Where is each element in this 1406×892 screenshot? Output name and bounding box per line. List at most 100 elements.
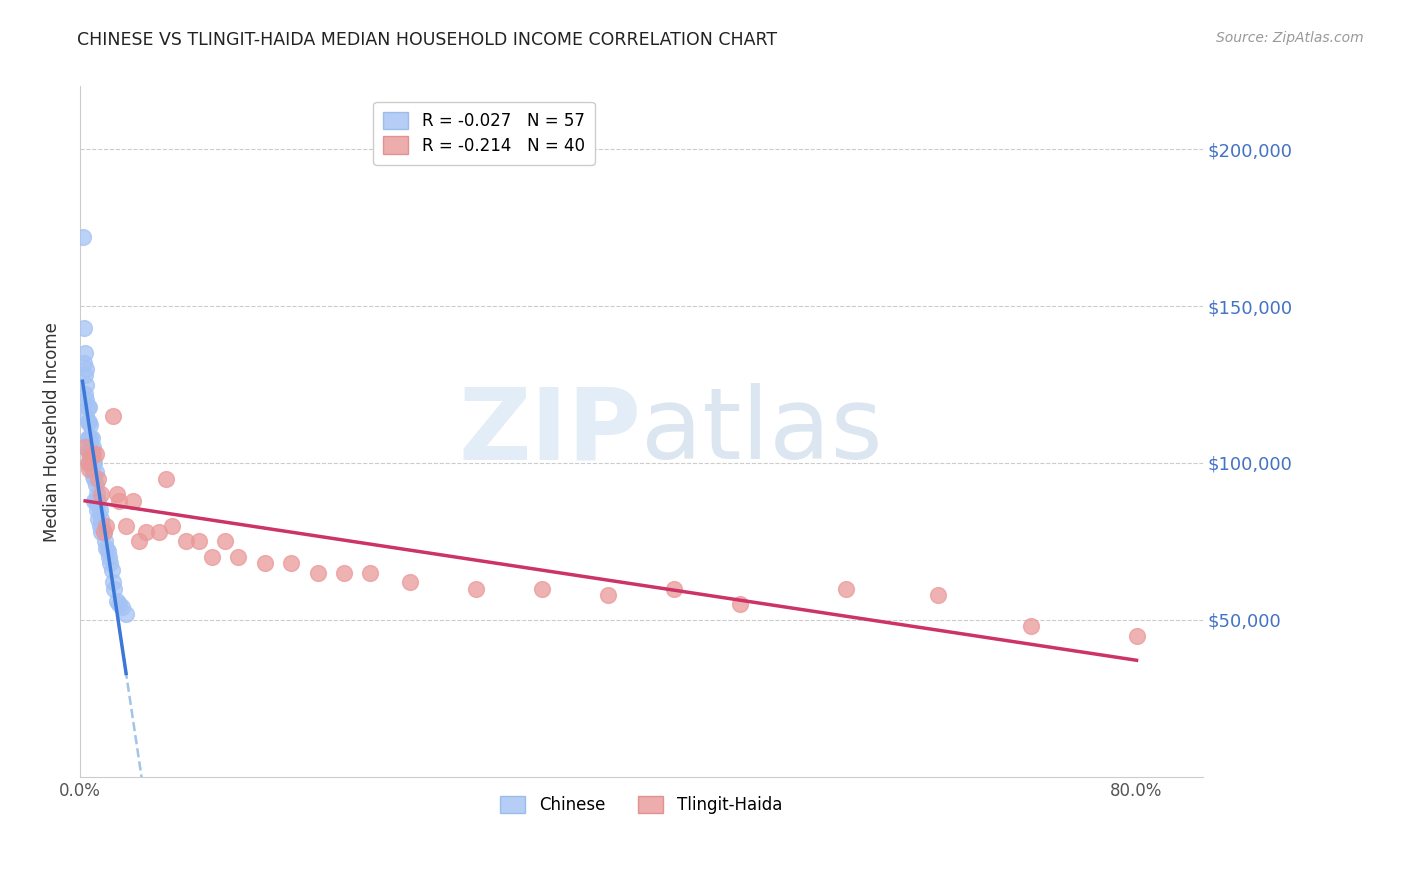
Point [307, 566, 329, 580]
Point [115, 518, 138, 533]
Point [77, 431, 100, 445]
Point [91, 518, 114, 533]
Point [86, 503, 108, 517]
Point [103, 582, 125, 596]
Point [77, 415, 100, 429]
Point [73, 355, 96, 369]
Point [214, 534, 236, 549]
Point [76, 409, 98, 423]
Point [84, 493, 107, 508]
Point [1125, 629, 1147, 643]
Point [84, 466, 107, 480]
Point [77, 447, 100, 461]
Text: ZIP: ZIP [458, 383, 641, 480]
Point [79, 443, 101, 458]
Y-axis label: Median Household Income: Median Household Income [44, 322, 60, 541]
Point [76, 361, 98, 376]
Point [108, 493, 131, 508]
Point [96, 541, 118, 555]
Point [598, 588, 620, 602]
Point [730, 597, 752, 611]
Point [72, 230, 94, 244]
Point [83, 472, 105, 486]
Point [664, 582, 686, 596]
Point [76, 415, 98, 429]
Legend: Chinese, Tlingit-Haida: Chinese, Tlingit-Haida [491, 786, 792, 824]
Point [399, 575, 422, 590]
Point [121, 493, 143, 508]
Point [148, 524, 170, 539]
Point [76, 377, 98, 392]
Point [76, 443, 98, 458]
Point [97, 544, 120, 558]
Point [79, 456, 101, 470]
Point [111, 600, 134, 615]
Point [76, 456, 98, 470]
Point [80, 443, 103, 458]
Point [82, 447, 104, 461]
Point [90, 524, 112, 539]
Point [98, 557, 121, 571]
Point [87, 512, 110, 526]
Point [79, 418, 101, 433]
Point [77, 400, 100, 414]
Point [115, 607, 138, 621]
Point [128, 534, 150, 549]
Point [97, 550, 120, 565]
Point [76, 393, 98, 408]
Point [84, 478, 107, 492]
Point [80, 431, 103, 445]
Point [162, 518, 184, 533]
Point [87, 472, 110, 486]
Point [89, 518, 111, 533]
Point [87, 493, 110, 508]
Point [135, 524, 157, 539]
Point [927, 588, 949, 602]
Point [228, 550, 250, 565]
Point [101, 409, 124, 423]
Point [77, 456, 100, 470]
Point [90, 487, 112, 501]
Point [90, 512, 112, 526]
Point [76, 400, 98, 414]
Text: Source: ZipAtlas.com: Source: ZipAtlas.com [1216, 31, 1364, 45]
Point [82, 468, 104, 483]
Point [174, 534, 197, 549]
Point [75, 368, 97, 383]
Point [89, 503, 111, 517]
Point [79, 431, 101, 445]
Point [75, 346, 97, 360]
Text: atlas: atlas [641, 383, 883, 480]
Point [155, 472, 177, 486]
Point [86, 487, 108, 501]
Point [101, 575, 124, 590]
Point [94, 534, 117, 549]
Point [359, 566, 381, 580]
Point [531, 582, 554, 596]
Point [96, 518, 118, 533]
Point [79, 450, 101, 464]
Point [83, 493, 105, 508]
Text: CHINESE VS TLINGIT-HAIDA MEDIAN HOUSEHOLD INCOME CORRELATION CHART: CHINESE VS TLINGIT-HAIDA MEDIAN HOUSEHOL… [77, 31, 778, 49]
Point [93, 524, 115, 539]
Point [1019, 619, 1042, 633]
Point [105, 594, 128, 608]
Point [75, 387, 97, 401]
Point [187, 534, 209, 549]
Point [105, 487, 128, 501]
Point [76, 431, 98, 445]
Point [80, 462, 103, 476]
Point [84, 447, 107, 461]
Point [108, 597, 131, 611]
Point [75, 440, 97, 454]
Point [253, 557, 276, 571]
Point [83, 456, 105, 470]
Point [77, 462, 100, 476]
Point [100, 563, 122, 577]
Point [333, 566, 356, 580]
Point [93, 524, 115, 539]
Point [73, 321, 96, 335]
Point [280, 557, 302, 571]
Point [201, 550, 224, 565]
Point [82, 456, 104, 470]
